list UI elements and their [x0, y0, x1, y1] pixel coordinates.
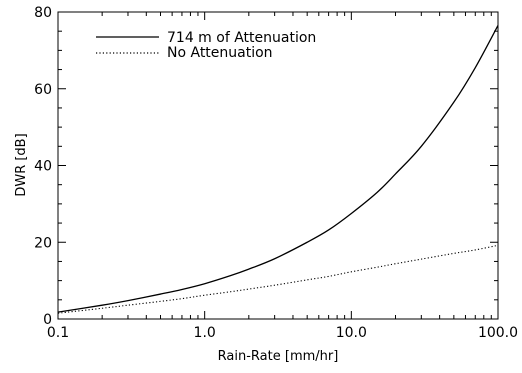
y-axis-label: DWR [dB]	[14, 133, 29, 196]
x-tick-label: 0.1	[47, 325, 69, 341]
y-tick-label: 40	[34, 159, 52, 175]
series-line-attenuation	[57, 25, 499, 313]
axis-ticks	[57, 11, 499, 320]
tick-labels: 0.1 1.0 10.0 100.0 0 20 40 60 80	[34, 5, 518, 341]
x-tick-label: 10.0	[336, 325, 367, 341]
legend-label-attenuation: 714 m of Attenuation	[167, 30, 316, 46]
legend: 714 m of Attenuation No Attenuation	[96, 30, 316, 61]
x-axis-label: Rain-Rate [mm/hr]	[218, 349, 339, 364]
y-tick-label: 0	[43, 312, 52, 328]
series-layer	[57, 25, 499, 314]
y-tick-label: 60	[34, 82, 52, 98]
x-tick-label: 1.0	[194, 325, 216, 341]
y-tick-label: 20	[34, 235, 52, 251]
y-tick-label: 80	[34, 5, 52, 21]
series-line-no-attenuation	[57, 244, 499, 314]
plot-area-frame	[57, 11, 499, 320]
x-tick-label: 100.0	[478, 325, 518, 341]
legend-label-no-attenuation: No Attenuation	[167, 45, 273, 61]
